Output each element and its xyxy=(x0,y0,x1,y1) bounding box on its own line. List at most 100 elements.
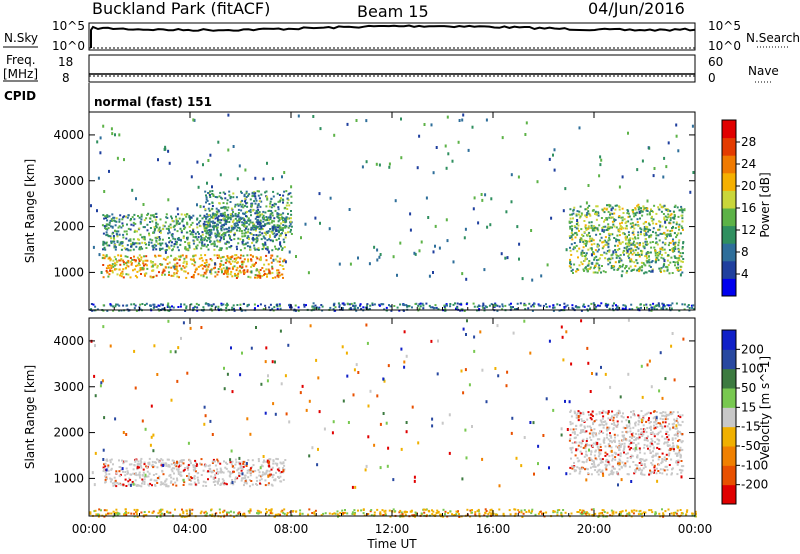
echo-cell xyxy=(271,229,274,231)
echo-cell xyxy=(175,223,178,226)
echo-cell xyxy=(205,217,208,220)
echo-cell xyxy=(650,462,653,464)
echo-cell xyxy=(229,231,232,233)
echo-cell xyxy=(662,264,665,267)
echo-cell xyxy=(211,207,214,210)
echo-cell xyxy=(263,473,266,476)
echo-cell xyxy=(254,274,257,276)
echo-cell xyxy=(589,457,592,460)
echo-cell xyxy=(652,218,655,221)
echo-cell xyxy=(183,303,186,306)
echo-cell xyxy=(138,474,141,477)
echo-cell xyxy=(621,510,624,513)
echo-cell xyxy=(271,214,274,217)
echo-cell xyxy=(672,442,674,445)
echo-cell xyxy=(96,140,99,144)
echo-cell xyxy=(241,232,244,235)
echo-cell xyxy=(196,218,199,221)
echo-cell xyxy=(650,270,652,273)
echo-cell xyxy=(164,145,167,149)
echo-cell xyxy=(680,469,683,472)
echo-cell xyxy=(123,230,126,233)
echo-cell xyxy=(655,260,657,263)
echo-cell xyxy=(608,250,611,253)
echo-cell xyxy=(130,303,133,306)
echo-cell xyxy=(104,480,107,483)
echo-cell xyxy=(149,482,152,485)
echo-cell xyxy=(595,233,598,236)
echo-cell xyxy=(133,255,135,258)
colorbar-tick-label: 12 xyxy=(741,223,756,237)
beam-title: Beam 15 xyxy=(357,2,429,21)
echo-cell xyxy=(152,510,155,513)
echo-cell xyxy=(120,242,123,245)
echo-cell xyxy=(603,220,605,223)
echo-cell xyxy=(653,305,656,308)
echo-cell xyxy=(214,232,217,235)
echo-cell xyxy=(229,218,232,221)
echo-cell xyxy=(630,258,633,261)
echo-cell xyxy=(202,480,205,483)
echo-cell xyxy=(175,243,178,246)
echo-cell xyxy=(114,258,117,261)
echo-cell xyxy=(603,207,606,210)
echo-cell xyxy=(194,268,197,271)
echo-cell xyxy=(113,483,116,486)
echo-cell xyxy=(145,255,148,258)
echo-cell xyxy=(582,240,585,243)
echo-cell xyxy=(95,513,98,516)
echo-cell xyxy=(599,233,602,236)
echo-cell xyxy=(282,212,285,215)
echo-cell xyxy=(238,475,241,477)
echo-cell xyxy=(432,271,434,274)
echo-cell xyxy=(663,469,666,472)
echo-cell xyxy=(185,307,188,309)
echo-cell xyxy=(627,239,630,242)
echo-cell xyxy=(575,424,578,427)
echo-cell xyxy=(656,257,659,260)
echo-cell xyxy=(637,234,640,237)
echo-cell xyxy=(672,242,675,246)
echo-cell xyxy=(220,302,223,305)
echo-cell xyxy=(615,254,618,257)
echo-cell xyxy=(217,480,220,482)
echo-cell xyxy=(252,464,255,467)
echo-cell xyxy=(145,264,148,267)
echo-cell xyxy=(659,250,662,253)
echo-cell xyxy=(584,445,587,448)
echo-cell xyxy=(576,306,579,309)
echo-cell xyxy=(111,232,114,235)
echo-cell xyxy=(115,268,118,271)
echo-cell xyxy=(131,258,134,261)
echo-cell xyxy=(631,237,634,240)
echo-cell xyxy=(270,254,273,257)
echo-cell xyxy=(138,484,141,487)
echo-cell xyxy=(606,511,609,514)
echo-cell xyxy=(610,265,613,267)
echo-cell xyxy=(273,217,276,220)
echo-cell xyxy=(109,259,112,262)
echo-cell xyxy=(290,210,292,212)
echo-cell xyxy=(151,239,154,242)
echo-cell xyxy=(237,208,240,211)
echo-cell xyxy=(585,442,588,445)
echo-cell xyxy=(264,241,267,245)
echo-cell xyxy=(658,463,661,466)
echo-cell xyxy=(353,302,356,305)
echo-cell xyxy=(624,307,627,310)
echo-cell xyxy=(681,420,684,423)
echo-cell xyxy=(220,236,223,240)
echo-cell xyxy=(178,461,180,464)
echo-cell xyxy=(123,263,126,266)
echo-cell xyxy=(608,238,611,241)
echo-cell xyxy=(239,219,241,222)
echo-cell xyxy=(149,305,152,307)
echo-cell xyxy=(645,238,647,241)
echo-cell xyxy=(605,241,608,244)
echo-cell xyxy=(676,427,679,430)
echo-cell xyxy=(564,305,567,308)
echo-cell xyxy=(405,304,408,307)
echo-cell xyxy=(224,206,227,209)
echo-cell xyxy=(579,240,582,243)
echo-cell xyxy=(195,302,198,305)
